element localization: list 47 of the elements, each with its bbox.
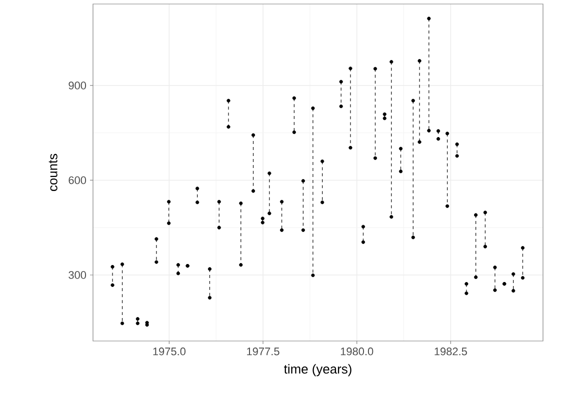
point (512, 288, 516, 293)
point (136, 322, 140, 326)
x-axis-title: time (years) (284, 364, 352, 376)
x-tick-label: 1977.5 (247, 348, 280, 356)
x-tick-label: 1982.5 (434, 348, 467, 356)
point (280, 228, 284, 232)
point (320, 200, 324, 204)
point (268, 212, 272, 216)
x-tick-label: 1980.0 (340, 348, 374, 356)
point (411, 236, 415, 240)
point (418, 140, 422, 144)
point (292, 130, 296, 134)
point (339, 104, 343, 108)
y-tick-label: 600 (68, 176, 86, 184)
point (167, 221, 171, 225)
point (120, 322, 124, 326)
point (390, 215, 394, 219)
point (208, 296, 212, 300)
point (464, 292, 468, 296)
point (311, 274, 315, 278)
point (176, 272, 180, 276)
y-tick-label: 300 (68, 271, 86, 279)
point (483, 244, 488, 248)
point (373, 156, 378, 160)
point (348, 146, 352, 150)
point (239, 263, 243, 267)
point (446, 204, 450, 208)
point (226, 125, 230, 129)
y-axis-title: counts (48, 154, 58, 192)
point (301, 228, 305, 232)
point (382, 116, 386, 120)
point (493, 288, 497, 292)
point (217, 226, 221, 230)
x-tick-label: 1975.0 (153, 348, 186, 356)
point (260, 220, 264, 224)
point (154, 260, 158, 264)
point (520, 276, 525, 280)
point (361, 240, 366, 244)
point (455, 154, 459, 158)
point (398, 170, 403, 174)
y-tick-label: 900 (68, 82, 86, 90)
point (110, 283, 114, 287)
point (436, 137, 440, 141)
point (474, 275, 478, 279)
point (251, 189, 256, 193)
point (427, 128, 431, 132)
point (196, 200, 200, 204)
